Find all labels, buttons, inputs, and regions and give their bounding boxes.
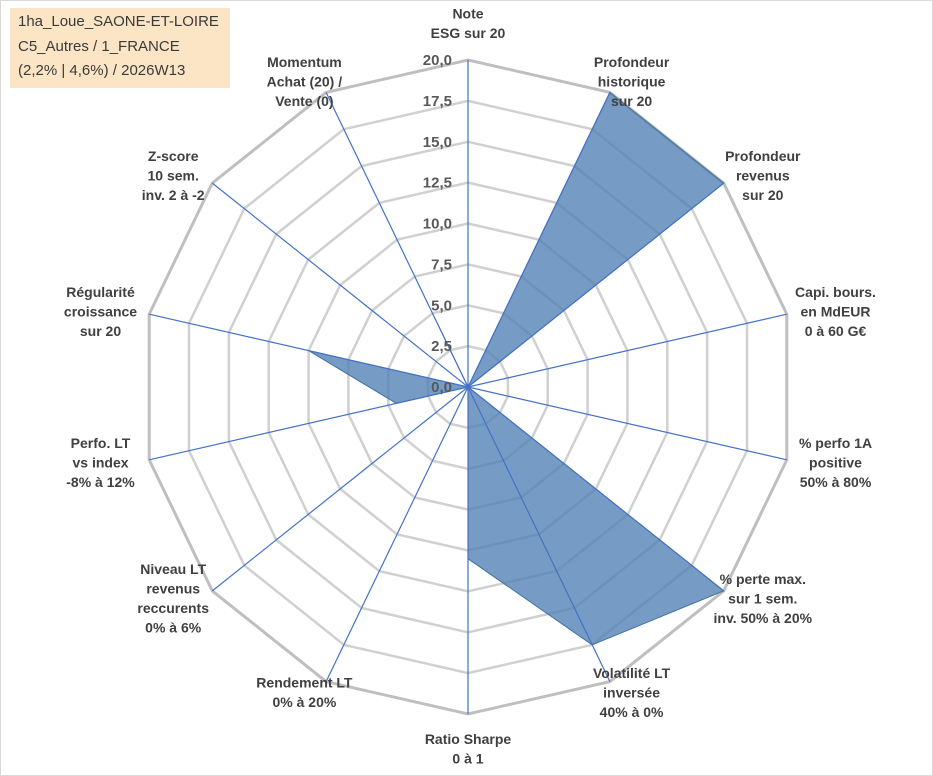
axis-label-line: Momentum <box>267 54 342 70</box>
header-line-2: C5_Autres / 1_FRANCE <box>18 38 180 55</box>
axis-spoke <box>467 92 611 388</box>
axis-spoke <box>149 386 469 461</box>
axis-label-line: Achat (20) / <box>267 74 343 90</box>
axis-label: Profondeur historique sur 20 <box>594 54 670 109</box>
axis-label-line: sur 20 <box>80 323 121 339</box>
axis-label-line: 50% à 80% <box>800 474 872 490</box>
axis-label-line: Niveau LT <box>140 561 206 577</box>
axis-spoke <box>467 182 725 388</box>
axis-label-line: revenus <box>146 581 200 597</box>
axis-label-line: ESG sur 20 <box>431 25 506 41</box>
axis-label-line: Ratio Sharpe <box>425 731 512 747</box>
axis-spoke <box>467 386 725 592</box>
axis-label-line: Perfo. LT <box>71 435 131 451</box>
axis-label-line: reccurents <box>137 600 209 616</box>
axis-label-line: -8% à 12% <box>66 474 135 490</box>
axis-label-line: Volatilité LT <box>593 665 671 681</box>
axis-label-line: 0% à 20% <box>272 694 336 710</box>
tick-label: 20,0 <box>423 52 452 69</box>
axis-label: Volatilité LT inversée 40% à 0% <box>593 665 671 720</box>
tick-label: 12,5 <box>423 175 452 192</box>
axis-label: Profondeur revenus sur 20 <box>725 148 801 203</box>
axis-label: Note ESG sur 20 <box>431 6 506 42</box>
axis-label-line: en MdEUR <box>801 304 871 320</box>
axis-label-line: 0% à 6% <box>145 620 202 636</box>
axis-label-line: 0 à 1 <box>452 751 483 767</box>
axis-spoke <box>467 313 787 388</box>
axis-label-line: inversée <box>603 684 660 700</box>
axis-spoke <box>149 313 469 388</box>
axis-spoke <box>467 386 787 461</box>
tick-label: 15,0 <box>423 134 452 151</box>
axis-spoke <box>211 386 469 592</box>
axis-spoke <box>467 386 611 682</box>
axis-label-line: Z-score <box>148 148 199 164</box>
axis-label-line: 10 sem. <box>148 168 199 184</box>
axis-label-line: Profondeur <box>725 148 801 164</box>
axis-label-line: % perfo 1A <box>799 435 872 451</box>
tick-label: 10,0 <box>423 216 452 233</box>
axis-label-line: Note <box>452 6 483 22</box>
axis-label-line: vs index <box>72 454 128 470</box>
axis-label-line: Régularité <box>66 284 135 300</box>
axis-label-line: inv. 50% à 20% <box>714 610 813 626</box>
header-line-3: (2,2% | 4,6%) / 2026W13 <box>18 62 186 79</box>
axis-label-line: croissance <box>64 304 137 320</box>
axis-label: Perfo. LT vs index -8% à 12% <box>66 435 135 490</box>
axis-label: Rendement LT 0% à 20% <box>256 675 353 711</box>
axis-label: Niveau LT revenus reccurents 0% à 6% <box>137 561 209 636</box>
axis-spoke <box>211 182 469 388</box>
chart-header-box: 1ha_Loue_SAONE-ET-LOIRE C5_Autres / 1_FR… <box>10 8 230 88</box>
axis-label-line: sur 1 sem. <box>728 590 797 606</box>
axis-label-line: sur 20 <box>611 93 652 109</box>
axis-label-line: Rendement LT <box>256 675 353 691</box>
axis-label: Momentum Achat (20) / Vente (0) <box>267 54 343 109</box>
tick-label: 0,0 <box>431 379 452 396</box>
axis-label: % perfo 1A positive 50% à 80% <box>799 435 872 490</box>
axis-spoke <box>325 92 469 388</box>
axis-label-line: 0 à 60 G€ <box>805 323 867 339</box>
axis-label-line: positive <box>809 454 862 470</box>
tick-label: 5,0 <box>431 297 452 314</box>
axis-label-line: revenus <box>736 168 790 184</box>
axis-label-line: % perte max. <box>720 571 806 587</box>
axis-label-line: sur 20 <box>742 187 783 203</box>
tick-label: 7,5 <box>431 256 452 273</box>
axis-label-line: Profondeur <box>594 54 670 70</box>
axis-label-line: 40% à 0% <box>600 704 664 720</box>
axis-label: Capi. bours. en MdEUR 0 à 60 G€ <box>795 284 876 339</box>
axis-spoke <box>325 386 469 682</box>
series-area <box>308 91 725 646</box>
axis-label-line: inv. 2 à -2 <box>142 187 205 203</box>
axis-label-line: Capi. bours. <box>795 284 876 300</box>
tick-label: 17,5 <box>423 93 452 110</box>
axis-label: % perte max. sur 1 sem. inv. 50% à 20% <box>714 571 813 626</box>
header-line-1: 1ha_Loue_SAONE-ET-LOIRE <box>18 13 219 30</box>
axis-label-line: historique <box>598 74 666 90</box>
axis-label: Ratio Sharpe 0 à 1 <box>425 731 512 767</box>
tick-label: 2,5 <box>431 338 452 355</box>
axis-label: Régularité croissance sur 20 <box>64 284 137 339</box>
axis-label-line: Vente (0) <box>275 93 333 109</box>
axis-label: Z-score 10 sem. inv. 2 à -2 <box>142 148 205 203</box>
